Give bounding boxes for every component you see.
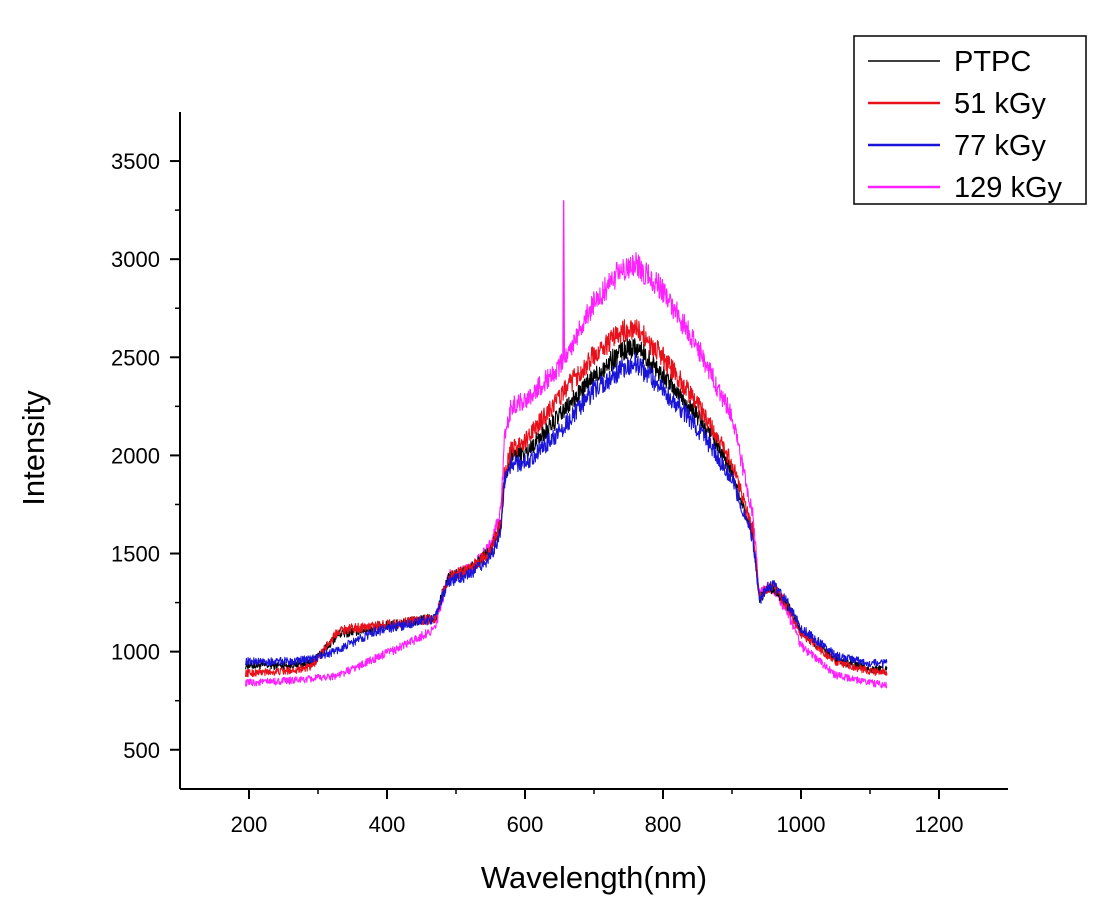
x-tick-label: 400 <box>369 812 406 837</box>
series-line-3 <box>245 252 888 689</box>
y-tick-label: 3500 <box>111 149 160 174</box>
spike-annotation <box>562 200 566 360</box>
x-tick-label: 1200 <box>915 812 964 837</box>
legend-label: PTPC <box>954 46 1031 78</box>
y-axis-ticks: 500 1000 1500 2000 2500 3000 3500 <box>111 149 180 763</box>
plot-series <box>245 200 888 689</box>
y-tick-label: 1500 <box>111 542 160 567</box>
series-line-0 <box>245 337 888 674</box>
legend-label: 51 kGy <box>954 88 1046 120</box>
y-axis-title: Intensity <box>16 390 51 506</box>
y-tick-label: 500 <box>123 738 160 763</box>
y-tick-label: 2000 <box>111 443 160 468</box>
x-tick-label: 800 <box>645 812 682 837</box>
legend-label: 129 kGy <box>954 172 1062 204</box>
x-tick-label: 1000 <box>777 812 826 837</box>
series-line-1 <box>245 319 888 678</box>
y-tick-label: 3000 <box>111 247 160 272</box>
x-tick-label: 200 <box>231 812 268 837</box>
x-axis-ticks: 200 400 600 800 1000 1200 <box>231 789 964 837</box>
y-tick-label: 2500 <box>111 345 160 370</box>
x-tick-label: 600 <box>507 812 544 837</box>
legend-box <box>853 35 1087 205</box>
axes: 500 1000 1500 2000 2500 3000 3500 200 400 600 800… <box>111 112 1008 837</box>
series-line-2 <box>245 352 888 668</box>
legend-label: 77 kGy <box>954 130 1046 162</box>
x-axis-title: Wavelength(nm) <box>481 860 707 895</box>
y-tick-label: 1000 <box>111 640 160 665</box>
legend: PTPC 51 kGy 77 kGy 129 kGy <box>853 35 1087 205</box>
